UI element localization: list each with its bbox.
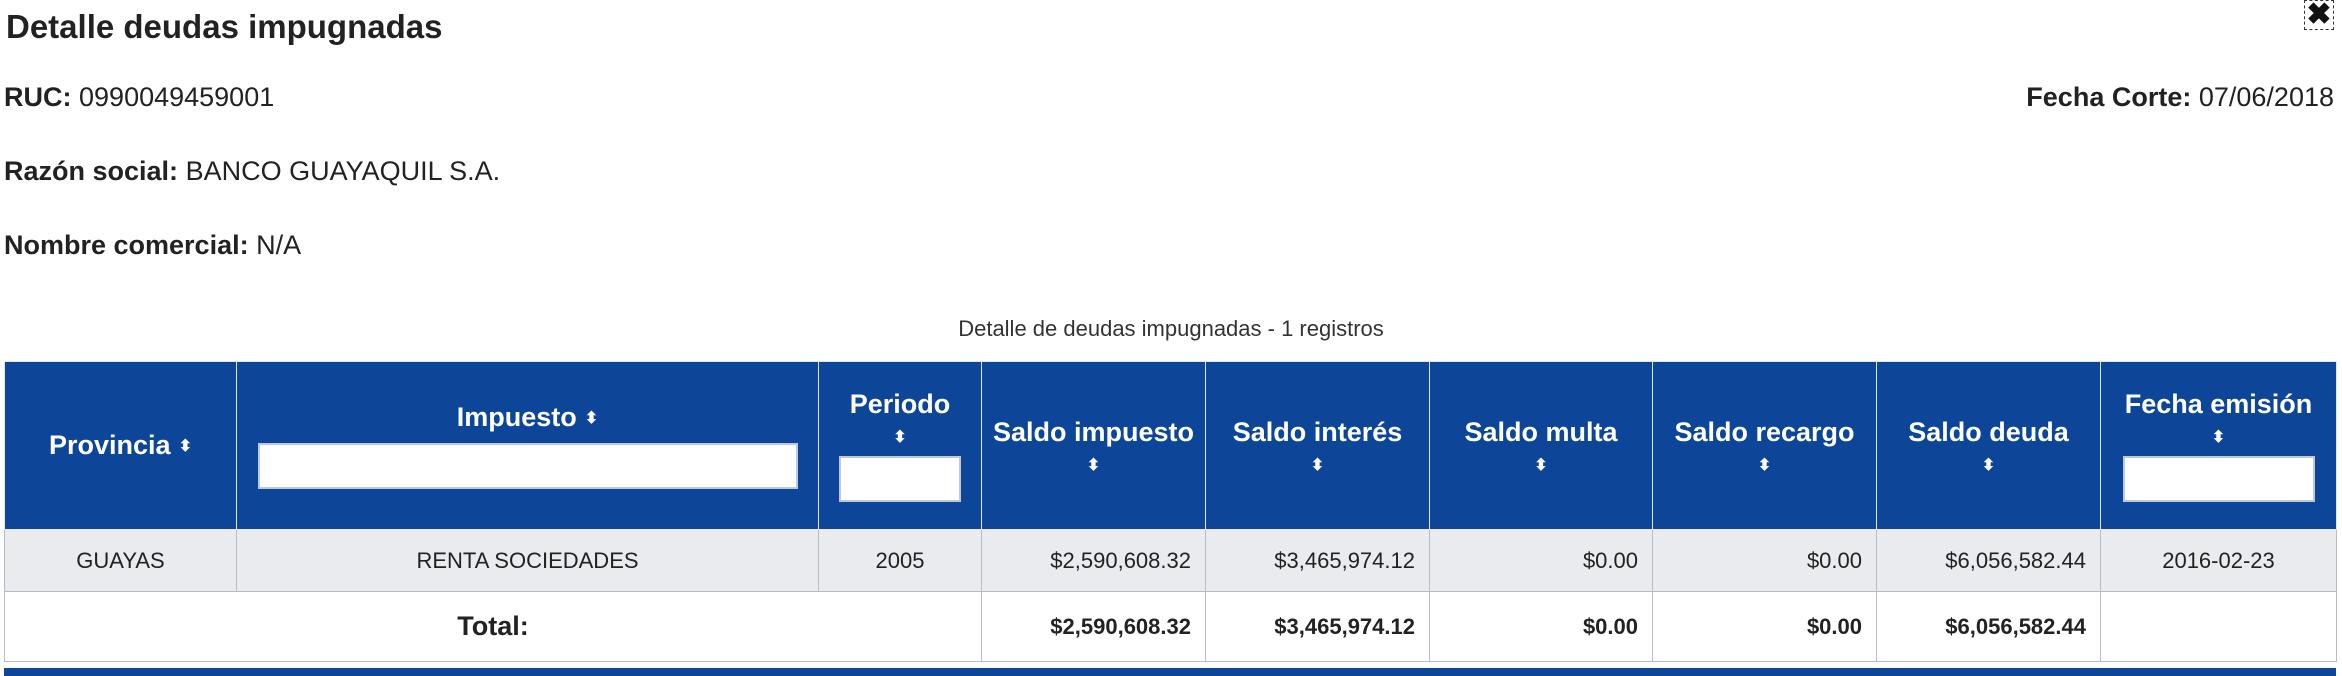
sort-icon[interactable]: ⬍ — [585, 411, 598, 427]
total-row: Total: $2,590,608.32 $3,465,974.12 $0.00… — [5, 592, 2337, 662]
ruc-line: RUC: 0990049459001 — [4, 82, 274, 113]
table-footer-bar — [4, 668, 2336, 676]
sort-icon[interactable]: ⬍ — [1885, 458, 2092, 474]
cell-saldo-multa: $0.00 — [1430, 530, 1653, 592]
cell-periodo: 2005 — [819, 530, 982, 592]
total-saldo-deuda: $6,056,582.44 — [1877, 592, 2101, 662]
razon-social-label: Razón social: — [4, 156, 178, 186]
column-label: Fecha emisión — [2125, 389, 2313, 419]
ruc-label: RUC: — [4, 82, 72, 112]
debts-table: Provincia ⬍ Impuesto ⬍ Periodo ⬍ Saldo imp… — [4, 361, 2337, 662]
column-label: Saldo deuda — [1908, 417, 2069, 447]
column-header-impuesto[interactable]: Impuesto ⬍ — [237, 362, 819, 530]
fecha-corte-value: 07/06/2018 — [2199, 82, 2334, 112]
fecha-emision-filter-input[interactable] — [2123, 456, 2315, 502]
close-icon[interactable]: ✖ — [2304, 0, 2334, 30]
cell-saldo-impuesto: $2,590,608.32 — [982, 530, 1206, 592]
nombre-comercial-label: Nombre comercial: — [4, 230, 249, 260]
razon-social-value: BANCO GUAYAQUIL S.A. — [186, 156, 501, 186]
column-header-periodo[interactable]: Periodo ⬍ — [819, 362, 982, 530]
sort-icon[interactable]: ⬍ — [827, 430, 973, 446]
fecha-corte-line: Fecha Corte: 07/06/2018 — [2026, 82, 2334, 113]
column-header-fecha-emision[interactable]: Fecha emisión ⬍ — [2101, 362, 2337, 530]
sort-icon[interactable]: ⬍ — [179, 439, 192, 455]
fecha-corte-label: Fecha Corte: — [2026, 82, 2191, 112]
periodo-filter-input[interactable] — [839, 456, 961, 502]
column-label: Periodo — [850, 389, 951, 419]
cell-provincia: GUAYAS — [5, 530, 237, 592]
total-saldo-recargo: $0.00 — [1653, 592, 1877, 662]
column-label: Saldo recargo — [1674, 417, 1854, 447]
razon-social-line: Razón social: BANCO GUAYAQUIL S.A. — [4, 156, 500, 187]
column-header-saldo-multa[interactable]: Saldo multa ⬍ — [1430, 362, 1653, 530]
nombre-comercial-line: Nombre comercial: N/A — [4, 230, 301, 261]
total-saldo-multa: $0.00 — [1430, 592, 1653, 662]
total-empty-cell — [2101, 592, 2337, 662]
cell-saldo-recargo: $0.00 — [1653, 530, 1877, 592]
sort-icon[interactable]: ⬍ — [1214, 458, 1421, 474]
column-label: Saldo interés — [1233, 417, 1403, 447]
sort-icon[interactable]: ⬍ — [1661, 458, 1868, 474]
cell-fecha-emision: 2016-02-23 — [2101, 530, 2337, 592]
ruc-value: 0990049459001 — [79, 82, 274, 112]
sort-icon[interactable]: ⬍ — [990, 458, 1197, 474]
column-header-saldo-impuesto[interactable]: Saldo impuesto ⬍ — [982, 362, 1206, 530]
column-header-provincia[interactable]: Provincia ⬍ — [5, 362, 237, 530]
cell-saldo-interes: $3,465,974.12 — [1206, 530, 1430, 592]
table-caption: Detalle de deudas impugnadas - 1 registr… — [0, 316, 2342, 342]
sort-icon[interactable]: ⬍ — [2109, 430, 2328, 446]
column-header-saldo-recargo[interactable]: Saldo recargo ⬍ — [1653, 362, 1877, 530]
total-label: Total: — [5, 592, 982, 662]
column-header-saldo-interes[interactable]: Saldo interés ⬍ — [1206, 362, 1430, 530]
column-label: Saldo impuesto — [993, 417, 1194, 447]
cell-impuesto: RENTA SOCIEDADES — [237, 530, 819, 592]
column-label: Provincia — [49, 430, 171, 460]
cell-saldo-deuda: $6,056,582.44 — [1877, 530, 2101, 592]
sort-icon[interactable]: ⬍ — [1438, 458, 1644, 474]
total-saldo-interes: $3,465,974.12 — [1206, 592, 1430, 662]
column-header-saldo-deuda[interactable]: Saldo deuda ⬍ — [1877, 362, 2101, 530]
total-saldo-impuesto: $2,590,608.32 — [982, 592, 1206, 662]
dialog-title: Detalle deudas impugnadas — [6, 8, 442, 46]
impuesto-filter-input[interactable] — [258, 443, 798, 489]
nombre-comercial-value: N/A — [256, 230, 301, 260]
column-label: Impuesto — [457, 402, 577, 432]
column-label: Saldo multa — [1464, 417, 1617, 447]
table-row: GUAYAS RENTA SOCIEDADES 2005 $2,590,608.… — [5, 530, 2337, 592]
